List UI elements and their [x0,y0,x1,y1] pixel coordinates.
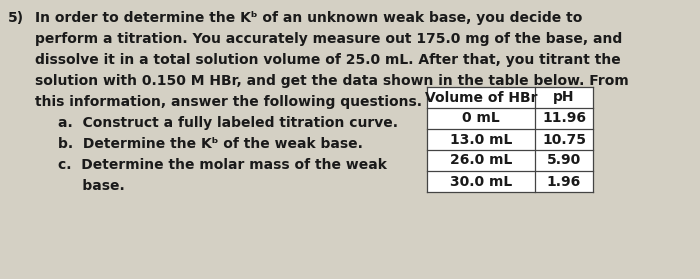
Text: 13.0 mL: 13.0 mL [450,133,512,146]
Text: base.: base. [58,179,125,193]
Text: 0 mL: 0 mL [462,112,500,126]
Text: 11.96: 11.96 [542,112,586,126]
Text: 1.96: 1.96 [547,174,581,189]
Text: 5): 5) [8,11,24,25]
Text: perform a titration. You accurately measure out 175.0 mg of the base, and: perform a titration. You accurately meas… [35,32,622,46]
Text: Volume of HBr: Volume of HBr [425,90,538,105]
Text: In order to determine the Kᵇ of an unknown weak base, you decide to: In order to determine the Kᵇ of an unkno… [35,11,582,25]
Text: c.  Determine the molar mass of the weak: c. Determine the molar mass of the weak [58,158,387,172]
Text: 26.0 mL: 26.0 mL [450,153,512,167]
Text: solution with 0.150 M HBr, and get the data shown in the table below. From: solution with 0.150 M HBr, and get the d… [35,74,629,88]
Text: a.  Construct a fully labeled titration curve.: a. Construct a fully labeled titration c… [58,116,398,130]
Text: b.  Determine the Kᵇ of the weak base.: b. Determine the Kᵇ of the weak base. [58,137,363,151]
Text: this information, answer the following questions.: this information, answer the following q… [35,95,422,109]
Text: pH: pH [553,90,575,105]
Text: 30.0 mL: 30.0 mL [450,174,512,189]
Text: 5.90: 5.90 [547,153,581,167]
Text: 10.75: 10.75 [542,133,586,146]
Text: dissolve it in a total solution volume of 25.0 mL. After that, you titrant the: dissolve it in a total solution volume o… [35,53,621,67]
Bar [427,87,593,192]
